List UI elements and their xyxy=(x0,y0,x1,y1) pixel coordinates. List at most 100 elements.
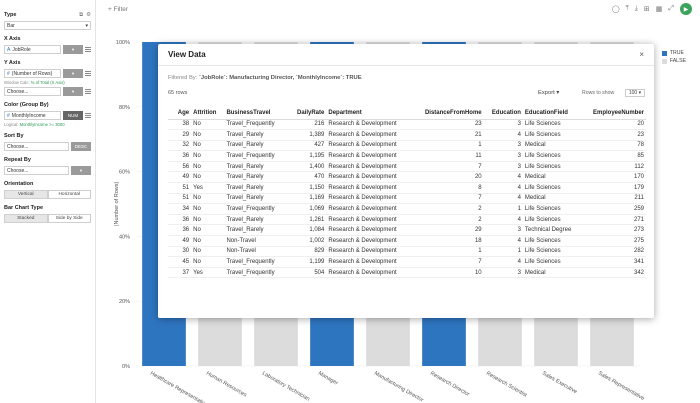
table-row: 56 No Travel_Rarely 1,400 Research & Develop… xyxy=(168,161,646,173)
yaxis-label: Y Axis xyxy=(4,60,21,66)
column-header[interactable]: DailyRate xyxy=(287,107,327,120)
table-cell: Research & Development xyxy=(326,224,411,237)
table-cell: 1,069 xyxy=(287,203,327,215)
expand-icon[interactable]: ⤢ xyxy=(668,5,674,12)
table-cell: 36 xyxy=(168,224,192,237)
table-cell: 1 xyxy=(483,203,523,215)
choose-placeholder: Choose... xyxy=(7,88,29,95)
yaxis-second-option-button[interactable]: ▾ xyxy=(63,87,83,96)
bar-stacked-button[interactable]: Stacked xyxy=(4,214,48,223)
table-cell: 4 xyxy=(483,214,523,226)
column-header[interactable]: Department xyxy=(326,107,411,120)
column-header[interactable]: Age xyxy=(168,107,192,120)
yaxis-option-button[interactable]: ▾ xyxy=(63,69,83,78)
table-row: 36 No Travel_Frequently 1,195 Research & Dev… xyxy=(168,150,646,162)
table-cell: Travel_Rarely xyxy=(224,161,288,173)
sort-label: Sort By xyxy=(4,133,24,139)
column-header[interactable]: Education xyxy=(483,107,523,120)
table-cell: No xyxy=(191,161,225,173)
xaxis-option-button[interactable]: ▾ xyxy=(63,45,83,54)
menu-icon[interactable] xyxy=(85,89,91,94)
table-cell: Non-Travel xyxy=(224,246,288,258)
legend-item-true[interactable]: TRUE xyxy=(661,50,686,56)
table-cell: Life Sciences xyxy=(522,129,591,141)
table-cell: Research & Development xyxy=(326,140,411,152)
menu-icon[interactable] xyxy=(85,71,91,76)
column-header[interactable]: EmployeeNumber xyxy=(590,107,646,120)
color-num-button[interactable]: NUM xyxy=(63,111,83,120)
table-cell: 10 xyxy=(410,267,484,279)
menu-icon[interactable] xyxy=(85,47,91,52)
orientation-horizontal-button[interactable]: Horizontal xyxy=(47,190,91,199)
comment-icon[interactable]: ◯ xyxy=(611,6,620,13)
chart-type-value: Bar xyxy=(7,22,15,29)
table-cell: 3 xyxy=(483,267,523,279)
table-cell: Life Sciences xyxy=(522,256,591,268)
type-label: Type xyxy=(4,12,17,18)
column-header[interactable]: DistanceFromHome xyxy=(410,107,484,120)
upload-icon[interactable]: ⤒ xyxy=(625,5,629,12)
table-cell: 18 xyxy=(410,235,484,247)
table-cell: 1,400 xyxy=(287,161,327,173)
table-cell: 216 xyxy=(287,119,327,131)
table-cell: 342 xyxy=(590,267,646,279)
table-row: 30 No Non-Travel 829 Research & Development 1… xyxy=(168,246,646,258)
table-cell: Research & Development xyxy=(326,267,411,279)
table-cell: 1 xyxy=(483,246,523,258)
table-cell: 4 xyxy=(483,171,523,184)
row-count: 65 rows xyxy=(168,90,188,96)
run-icon[interactable]: ▶ xyxy=(680,3,692,15)
column-header[interactable]: EducationField xyxy=(522,107,591,120)
color-field-name: MonthlyIncome xyxy=(11,112,46,119)
table-row: 36 No Travel_Rarely 1,084 Research & Develop… xyxy=(168,224,646,237)
table-cell: Research & Development xyxy=(326,203,411,215)
table-cell: 4 xyxy=(483,129,523,141)
x-tick-label: Manufacturing Director xyxy=(373,371,424,403)
export-button[interactable]: Export ▾ xyxy=(538,90,560,96)
x-tick-label: Human Resources xyxy=(205,371,248,399)
table-cell: No xyxy=(191,150,225,162)
column-header[interactable]: Attrition xyxy=(191,107,225,120)
table-icon[interactable]: ▦ xyxy=(655,6,663,13)
rows-to-show-label: Rows to show xyxy=(582,90,615,96)
table-cell: Research & Development xyxy=(326,171,411,184)
chart-type-select[interactable]: Bar ▾ xyxy=(4,21,91,30)
legend-item-false[interactable]: FALSE xyxy=(661,58,686,64)
type-section-header: Type ⧉ ⚙ xyxy=(4,11,91,19)
table-cell: 275 xyxy=(590,235,646,247)
table-cell: Travel_Rarely xyxy=(224,224,288,237)
x-tick-label: Research Director xyxy=(429,371,471,398)
table-cell: Research & Development xyxy=(326,182,411,194)
close-icon[interactable]: × xyxy=(639,50,644,59)
rows-to-show-select[interactable]: 100 ▾ xyxy=(625,89,645,97)
sort-field[interactable]: Choose... xyxy=(4,142,69,151)
download-icon[interactable]: ⤓ xyxy=(634,5,638,12)
table-cell: 211 xyxy=(590,193,646,205)
yaxis-second-field[interactable]: Choose... xyxy=(4,87,61,96)
add-filter-button[interactable]: + Filter xyxy=(108,6,129,13)
repeat-option-button[interactable]: ▾ xyxy=(71,166,91,175)
color-field[interactable]: # MonthlyIncome xyxy=(4,111,61,120)
table-cell: Research & Development xyxy=(326,246,411,258)
bar-side-by-side-button[interactable]: Side by Side xyxy=(47,214,91,223)
menu-icon[interactable] xyxy=(85,113,91,118)
table-cell: Research & Development xyxy=(326,119,411,131)
table-cell: Yes xyxy=(191,267,225,279)
orientation-vertical-button[interactable]: Vertical xyxy=(4,190,48,199)
column-header[interactable]: BusinessTravel xyxy=(224,107,288,120)
xaxis-field[interactable]: A JobRole xyxy=(4,45,61,54)
table-cell: No xyxy=(191,119,225,131)
table-cell: 11 xyxy=(410,150,484,162)
gear-icon[interactable]: ⚙ xyxy=(86,11,91,18)
grid-icon[interactable]: ⊞ xyxy=(643,6,650,13)
table-cell: 3 xyxy=(483,140,523,152)
table-cell: 170 xyxy=(590,171,646,184)
sort-desc-button[interactable]: DESC xyxy=(71,142,91,151)
table-cell: 3 xyxy=(483,224,523,237)
table-cell: 341 xyxy=(590,256,646,268)
table-cell: Life Sciences xyxy=(522,235,591,247)
yaxis-field[interactable]: # (Number of Rows) xyxy=(4,69,61,78)
repeat-field[interactable]: Choose... xyxy=(4,166,69,175)
copy-icon[interactable]: ⧉ xyxy=(79,11,84,18)
y-tick-label: 20% xyxy=(119,299,130,305)
